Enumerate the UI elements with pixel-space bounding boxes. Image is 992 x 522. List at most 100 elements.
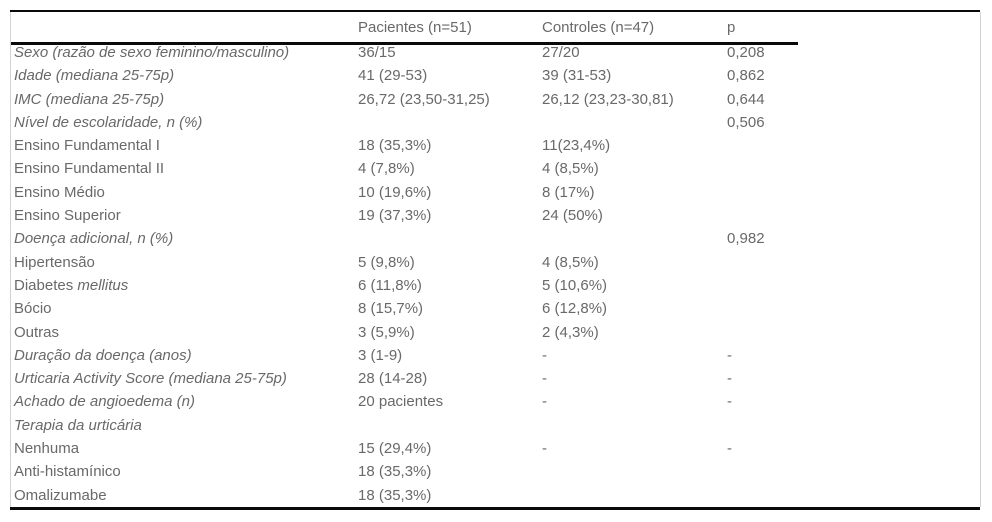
col-header-label bbox=[14, 13, 358, 42]
cell-controles: 39 (31-53) bbox=[542, 67, 612, 85]
row-label: Diabetes mellitus bbox=[14, 274, 358, 297]
cell-p: 0,208 bbox=[727, 44, 765, 61]
cell-pacientes: 8 (15,7%) bbox=[358, 300, 424, 318]
cell-pacientes bbox=[358, 414, 542, 437]
cell-p: - bbox=[727, 393, 732, 411]
table-row: Ensino Fundamental I 18 (35,3%) 11(23,4%… bbox=[14, 134, 980, 157]
cell-pacientes: 20 pacientes bbox=[358, 393, 444, 411]
table-row: Hipertensão 5 (9,8%) 4 (8,5%) bbox=[14, 251, 980, 274]
table-row: Omalizumabe 18 (35,3%) bbox=[14, 484, 980, 507]
cell-pacientes: 3 (1-9) bbox=[358, 346, 403, 364]
table-header-row: Pacientes (n=51) Controles (n=47) p bbox=[14, 13, 980, 42]
cell-controles: - bbox=[542, 440, 547, 458]
cell-controles: 6 (12,8%) bbox=[542, 300, 608, 318]
table-row: Achado de angioedema (n) 20 pacientes - … bbox=[14, 390, 980, 413]
row-label: Nível de escolaridade, n (%) bbox=[14, 113, 203, 131]
cell-controles bbox=[542, 227, 727, 250]
cell-p bbox=[727, 321, 980, 344]
row-label: Doença adicional, n (%) bbox=[14, 230, 174, 248]
cell-controles: 4 (8,5%) bbox=[542, 160, 599, 178]
table-right-border bbox=[980, 12, 981, 507]
cell-pacientes: 19 (37,3%) bbox=[358, 207, 432, 225]
cell-p bbox=[727, 297, 980, 320]
cell-p: 0,862 bbox=[727, 67, 765, 85]
cell-controles bbox=[542, 484, 727, 507]
row-label: Sexo (razão de sexo feminino/masculino) bbox=[14, 44, 290, 61]
row-label: Ensino Superior bbox=[14, 207, 121, 225]
cell-pacientes: 3 (5,9%) bbox=[358, 323, 415, 341]
row-label-italic-part: mellitus bbox=[77, 276, 129, 294]
row-label: Omalizumabe bbox=[14, 486, 107, 504]
cell-controles: 8 (17%) bbox=[542, 183, 595, 201]
cell-pacientes: 15 (29,4%) bbox=[358, 440, 432, 458]
table-row: Bócio 8 (15,7%) 6 (12,8%) bbox=[14, 297, 980, 320]
cell-controles bbox=[542, 414, 727, 437]
row-label: Ensino Médio bbox=[14, 183, 105, 201]
cell-p: 0,506 bbox=[727, 113, 765, 131]
cell-controles: 4 (8,5%) bbox=[542, 253, 599, 271]
cell-controles: 5 (10,6%) bbox=[542, 276, 608, 294]
cell-p: - bbox=[727, 346, 732, 364]
table-bottom-rule bbox=[10, 507, 980, 510]
cell-controles: 11(23,4%) bbox=[542, 137, 611, 155]
table-row: Diabetes mellitus 6 (11,8%) 5 (10,6%) bbox=[14, 274, 980, 297]
table-row: Terapia da urticária bbox=[14, 414, 980, 437]
row-label: Achado de angioedema (n) bbox=[14, 393, 195, 411]
col-header-p: p bbox=[727, 19, 736, 36]
cell-pacientes: 28 (14-28) bbox=[358, 370, 428, 388]
cell-pacientes: 36/15 bbox=[358, 44, 396, 61]
cell-p bbox=[727, 251, 980, 274]
cell-p: - bbox=[727, 370, 732, 388]
cell-pacientes: 18 (35,3%) bbox=[358, 137, 432, 155]
cell-pacientes: 5 (9,8%) bbox=[358, 253, 415, 271]
cell-pacientes: 26,72 (23,50-31,25) bbox=[358, 90, 490, 108]
cell-controles: 24 (50%) bbox=[542, 207, 603, 225]
row-label-normal-part: Diabetes bbox=[14, 276, 74, 294]
table-row: Sexo (razão de sexo feminino/masculino) … bbox=[14, 41, 980, 64]
cell-p bbox=[727, 414, 980, 437]
cell-controles: 2 (4,3%) bbox=[542, 323, 599, 341]
row-label: Nenhuma bbox=[14, 440, 80, 458]
cell-p: 0,644 bbox=[727, 90, 765, 108]
table-row: Nível de escolaridade, n (%) 0,506 bbox=[14, 111, 980, 134]
row-label: Anti-histamínico bbox=[14, 463, 121, 481]
cell-pacientes bbox=[358, 227, 542, 250]
cell-p bbox=[727, 274, 980, 297]
cell-p bbox=[727, 134, 980, 157]
cell-p bbox=[727, 484, 980, 507]
cell-pacientes: 6 (11,8%) bbox=[358, 276, 422, 294]
table-row: Ensino Médio 10 (19,6%) 8 (17%) bbox=[14, 181, 980, 204]
row-label: Terapia da urticária bbox=[14, 416, 142, 434]
table-row: Ensino Superior 19 (37,3%) 24 (50%) bbox=[14, 204, 980, 227]
col-header-controles: Controles (n=47) bbox=[542, 19, 655, 36]
table-header-rule bbox=[10, 42, 798, 45]
table-row: Doença adicional, n (%) 0,982 bbox=[14, 227, 980, 250]
cell-p bbox=[727, 181, 980, 204]
table-row: Nenhuma 15 (29,4%) - - bbox=[14, 437, 980, 460]
col-header-pacientes: Pacientes (n=51) bbox=[358, 19, 472, 36]
cell-p bbox=[727, 204, 980, 227]
cell-p: 0,982 bbox=[727, 230, 765, 248]
table-row: Anti-histamínico 18 (35,3%) bbox=[14, 460, 980, 483]
cell-controles bbox=[542, 111, 727, 134]
row-label: IMC (mediana 25-75p) bbox=[14, 90, 165, 108]
cell-p bbox=[727, 157, 980, 180]
row-label: Duração da doença (anos) bbox=[14, 346, 192, 364]
table-row: Ensino Fundamental II 4 (7,8%) 4 (8,5%) bbox=[14, 157, 980, 180]
table-row: Idade (mediana 25-75p) 41 (29-53) 39 (31… bbox=[14, 64, 980, 87]
cell-p: - bbox=[727, 440, 732, 458]
cell-pacientes: 18 (35,3%) bbox=[358, 486, 432, 504]
cell-controles: 26,12 (23,23-30,81) bbox=[542, 90, 674, 108]
table-row: Outras 3 (5,9%) 2 (4,3%) bbox=[14, 321, 980, 344]
table-row: IMC (mediana 25-75p) 26,72 (23,50-31,25)… bbox=[14, 88, 980, 111]
row-label: Ensino Fundamental II bbox=[14, 160, 165, 178]
cell-pacientes: 10 (19,6%) bbox=[358, 183, 432, 201]
cell-pacientes bbox=[358, 111, 542, 134]
table-top-rule bbox=[10, 10, 980, 12]
cell-controles: - bbox=[542, 346, 547, 364]
row-label: Urticaria Activity Score (mediana 25-75p… bbox=[14, 370, 287, 388]
cell-pacientes: 4 (7,8%) bbox=[358, 160, 415, 178]
row-label: Hipertensão bbox=[14, 253, 95, 271]
cell-pacientes: 18 (35,3%) bbox=[358, 463, 432, 481]
